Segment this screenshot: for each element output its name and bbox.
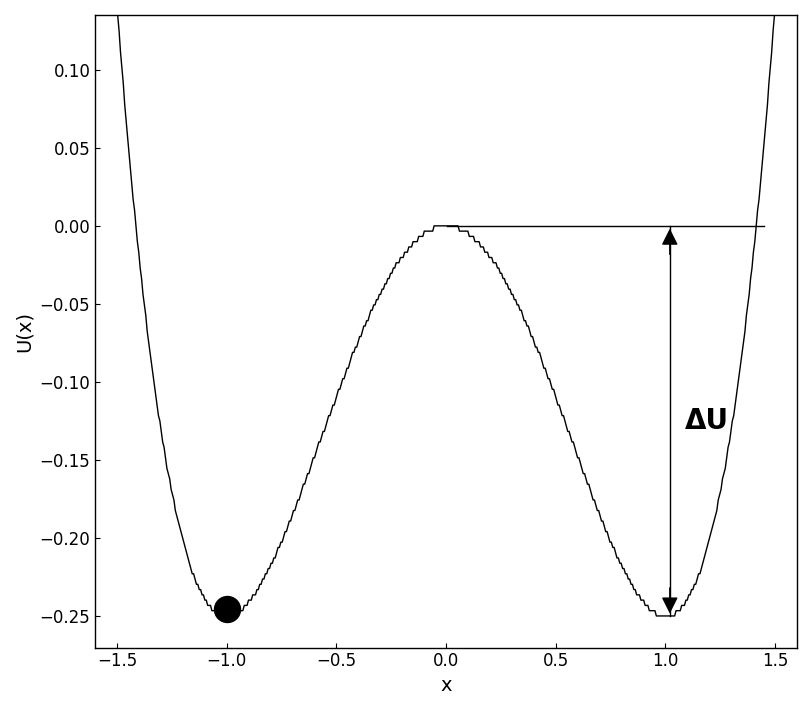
Y-axis label: U(x): U(x) — [15, 311, 34, 351]
Point — [220, 603, 233, 614]
Text: ΔU: ΔU — [684, 407, 728, 435]
X-axis label: x: x — [440, 676, 451, 695]
